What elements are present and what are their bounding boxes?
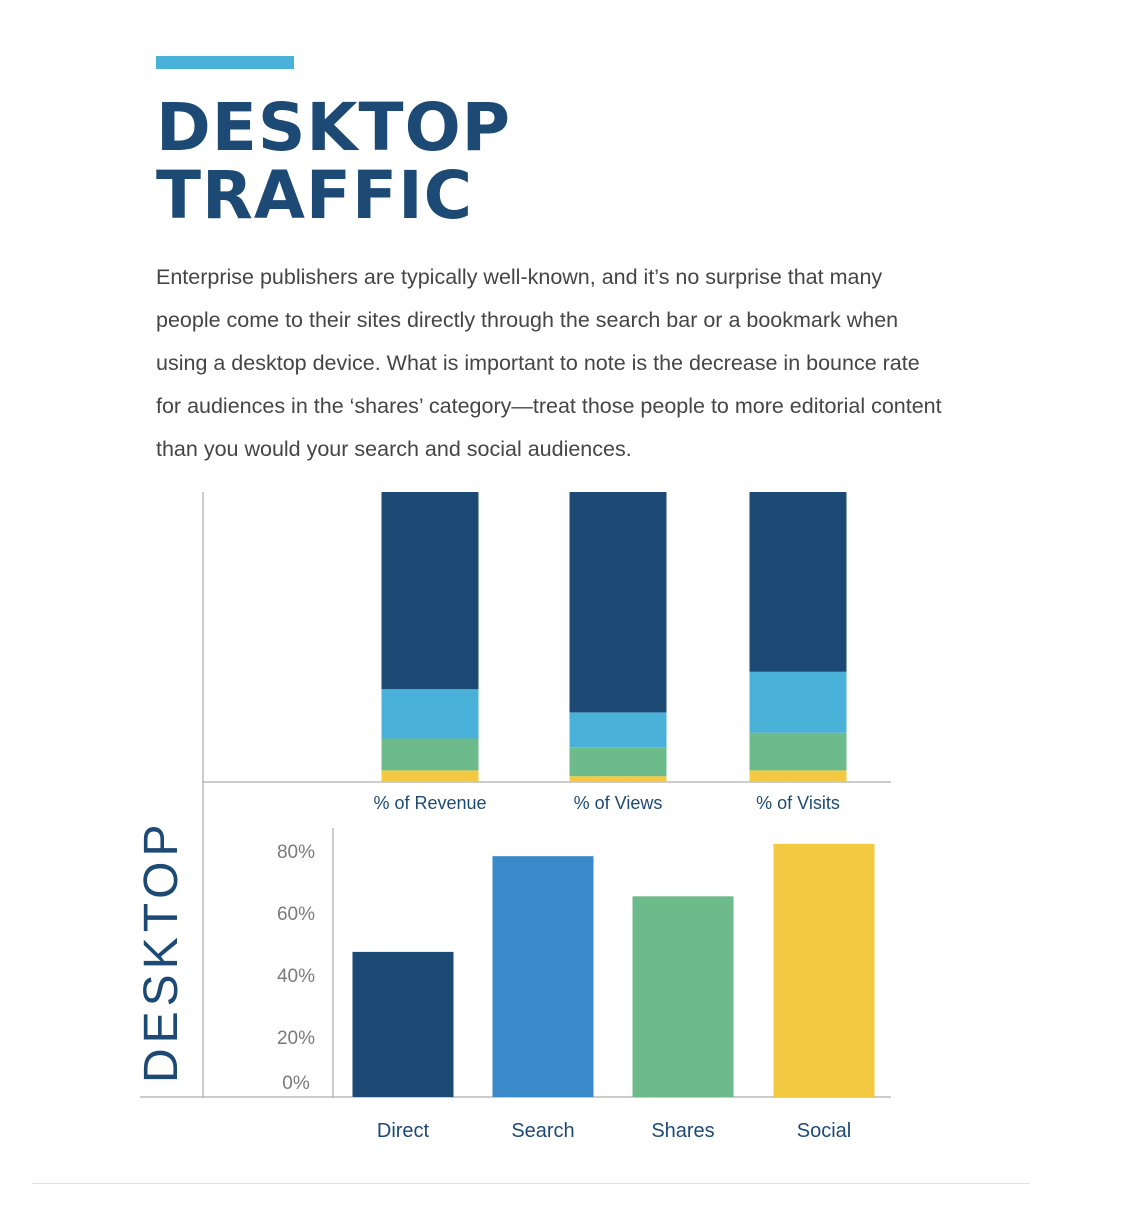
bar-search: [492, 856, 594, 1097]
stack-category-label: % of Revenue: [373, 793, 486, 813]
bar-direct: [352, 951, 454, 1097]
stack-category-label: % of Views: [574, 793, 663, 813]
desktop-side-label: DESKTOP: [135, 819, 188, 1083]
bar-category-label: Social: [797, 1120, 851, 1142]
stack-segment-3-2: [749, 732, 847, 771]
title-line-2: TRAFFIC: [156, 157, 474, 234]
y-tick-label: 80%: [277, 842, 315, 863]
bar-category-label: Direct: [377, 1120, 430, 1142]
title-line-1: DESKTOP: [156, 89, 512, 166]
stack-segment-2-4: [569, 492, 667, 713]
stack-segment-3-4: [749, 492, 847, 672]
stack-segment-1-2: [381, 738, 479, 771]
stack-segment-1-4: [381, 492, 479, 690]
bar-category-label: Search: [511, 1120, 574, 1142]
bar-category-label: Shares: [651, 1120, 714, 1142]
intro-paragraph: Enterprise publishers are typically well…: [156, 265, 942, 461]
bar-social: [773, 843, 875, 1097]
stack-category-label: % of Visits: [756, 793, 840, 813]
page-title: DESKTOP TRAFFIC: [156, 94, 511, 230]
y-tick-label: 0%: [282, 1073, 310, 1094]
stack-segment-3-1: [749, 770, 847, 782]
stack-segment-2-2: [569, 747, 667, 777]
title-accent-bar: [156, 56, 294, 69]
stacked-share-chart: % of Revenue % of Views % of Visits: [202, 492, 891, 813]
stack-segment-1-3: [381, 689, 479, 739]
y-tick-label: 60%: [277, 904, 315, 925]
stack-segment-2-3: [569, 712, 667, 748]
y-tick-label: 20%: [277, 1028, 315, 1049]
stack-segment-1-1: [381, 770, 479, 782]
y-tick-label: 40%: [277, 966, 315, 987]
stack-segment-2-1: [569, 776, 667, 782]
bounce-bar-chart: 0% 20% 40% 60% 80% Direct Search Shares Social: [140, 782, 891, 1142]
stack-segment-3-3: [749, 671, 847, 733]
bar-shares: [632, 896, 734, 1097]
footer-divider: [32, 1183, 1030, 1184]
